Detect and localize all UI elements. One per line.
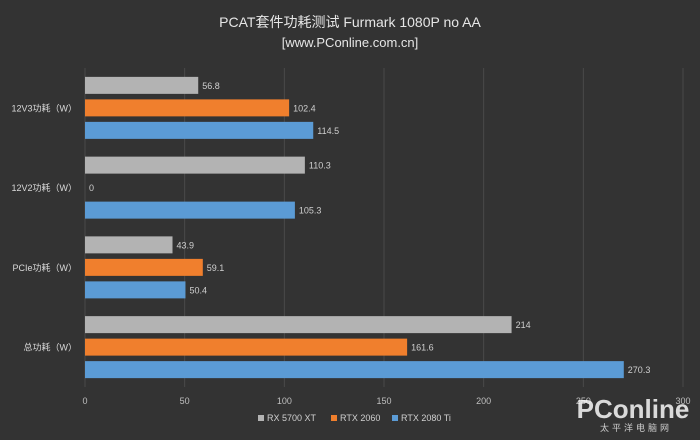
category-label: PCIe功耗（W） <box>12 263 77 273</box>
bar <box>85 281 186 299</box>
bar <box>85 361 624 379</box>
data-label: 43.9 <box>177 240 195 250</box>
bar <box>85 201 295 219</box>
chart-subtitle: [www.PConline.com.cn] <box>282 35 419 50</box>
legend-label: RTX 2080 Ti <box>401 413 451 423</box>
watermark-brand: PConline <box>577 394 690 424</box>
bar <box>85 121 314 139</box>
chart-title: PCAT套件功耗测试 Furmark 1080P no AA <box>219 14 481 30</box>
data-label: 161.6 <box>411 343 434 353</box>
bar <box>85 338 408 356</box>
data-label: 114.5 <box>317 126 339 136</box>
x-tick-label: 150 <box>376 396 391 406</box>
data-label: 102.4 <box>293 103 316 113</box>
data-label: 105.3 <box>299 206 322 216</box>
bar <box>85 258 203 276</box>
data-label: 270.3 <box>628 365 651 375</box>
x-tick-label: 0 <box>82 396 87 406</box>
x-tick-label: 50 <box>180 396 190 406</box>
data-label: 59.1 <box>207 263 225 273</box>
bars: 56.8 102.4 114.5 110.3 0 105.3 43.9 59.1 50.4 214… <box>85 76 651 379</box>
legend-swatch <box>392 415 398 421</box>
legend-swatch <box>331 415 337 421</box>
legend-label: RTX 2060 <box>340 413 380 423</box>
x-tick-label: 200 <box>476 396 491 406</box>
legend-swatch <box>258 415 264 421</box>
bar <box>85 236 173 254</box>
category-label: 总功耗（W） <box>24 342 78 353</box>
legend: RX 5700 XT RTX 2060 RTX 2080 Ti <box>258 413 451 423</box>
data-label: 0 <box>89 183 94 193</box>
bar <box>85 156 305 174</box>
data-label: 56.8 <box>202 81 220 91</box>
data-label: 110.3 <box>309 161 331 171</box>
bar <box>85 316 512 334</box>
watermark-tagline: 太平洋电脑网 <box>600 422 672 433</box>
x-tick-label: 300 <box>675 396 690 406</box>
category-label: 12V3功耗（W） <box>11 103 77 113</box>
x-tick-label: 100 <box>277 396 292 406</box>
x-axis-ticks: 0 50 100 150 200 250 300 <box>82 396 690 406</box>
data-label: 50.4 <box>189 285 207 295</box>
legend-label: RX 5700 XT <box>267 413 317 423</box>
grid-lines <box>84 68 684 387</box>
data-label: 214 <box>516 320 531 330</box>
category-labels: 12V3功耗（W） 12V2功耗（W） PCIe功耗（W） 总功耗（W） <box>11 103 77 352</box>
x-tick-label: 250 <box>576 396 591 406</box>
category-label: 12V2功耗（W） <box>11 183 77 193</box>
bar <box>85 99 290 117</box>
watermark: PConline 太平洋电脑网 <box>577 394 690 433</box>
bar <box>85 76 199 94</box>
